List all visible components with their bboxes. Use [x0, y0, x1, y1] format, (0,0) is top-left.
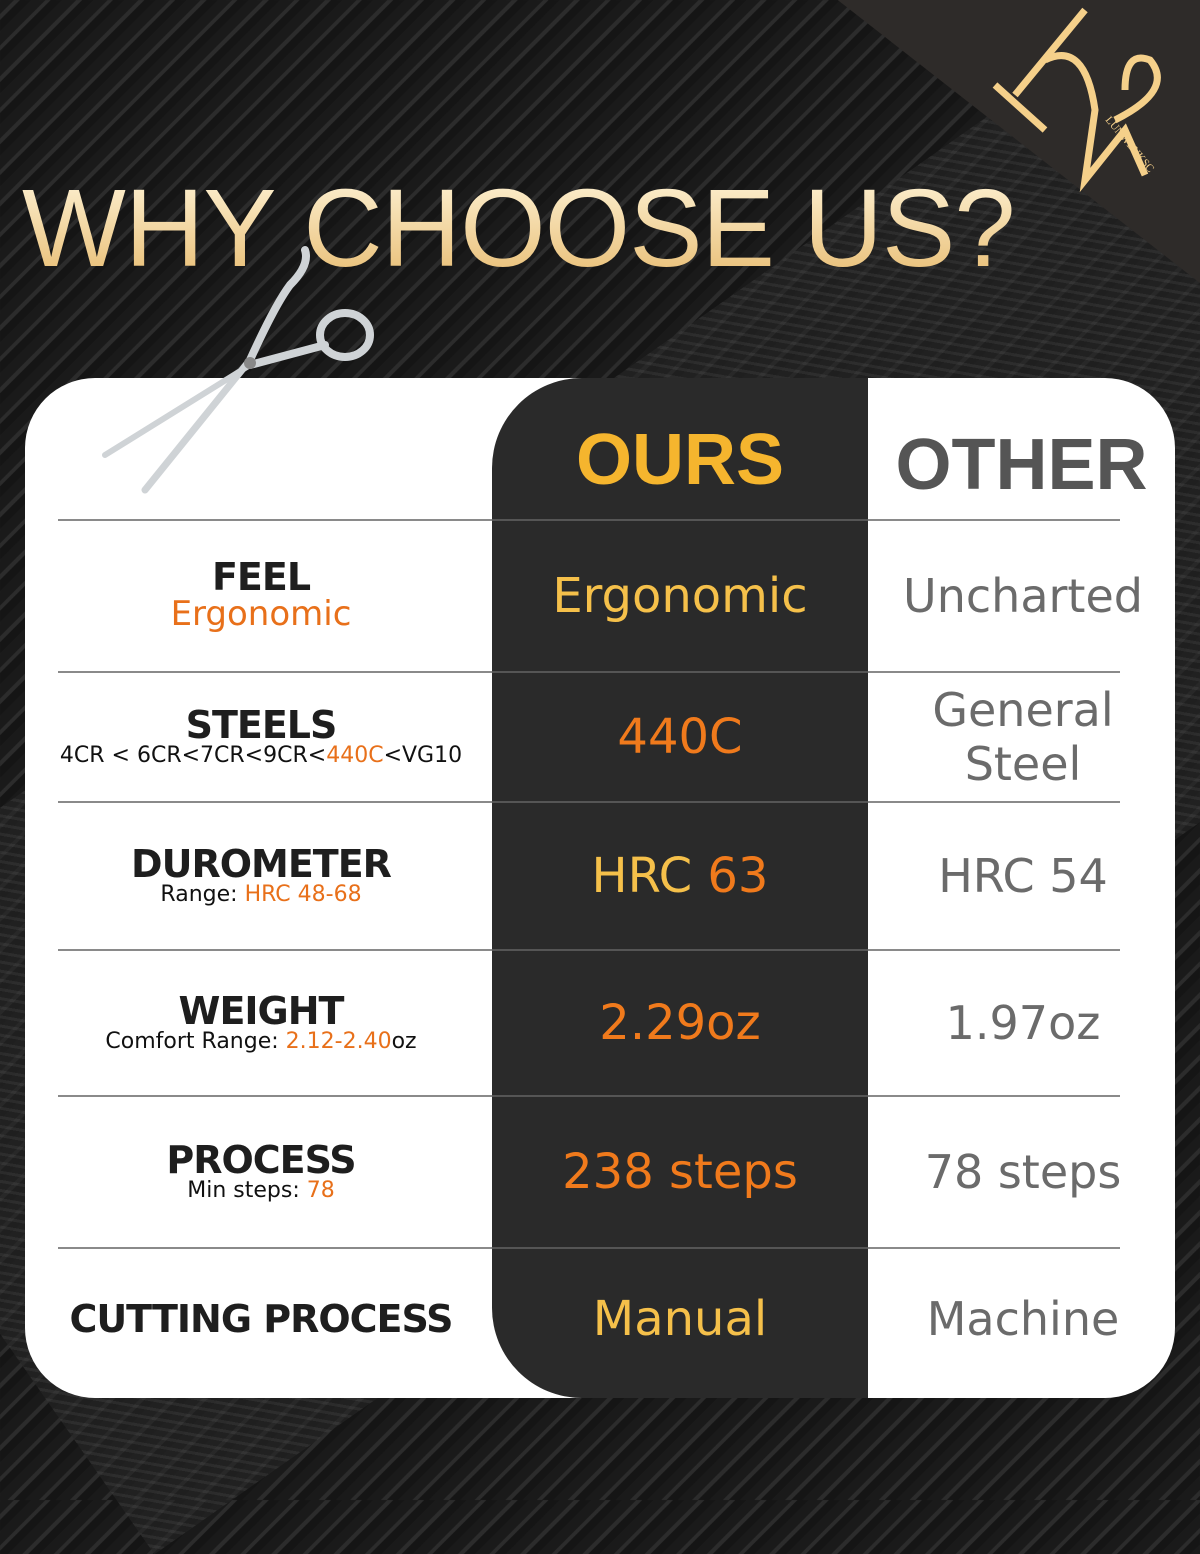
row-label: STEELS — [185, 702, 338, 747]
scissors-icon — [102, 246, 374, 494]
row-sublabel: 4CR < 6CR<7CR<9CR<440C<VG10 — [59, 742, 463, 768]
row-label-cell: FEEL Ergonomic — [30, 521, 492, 671]
row-label-cell: CUTTING PROCESS — [30, 1249, 492, 1389]
row-label: FEEL — [211, 555, 311, 600]
row-label: PROCESS — [166, 1137, 356, 1182]
ours-value: 440C — [617, 709, 743, 765]
page-title: WHY CHOOSE US? — [22, 167, 1015, 290]
row-sublabel: Min steps: 78 — [187, 1177, 335, 1203]
row-label-cell: PROCESS Min steps: 78 — [30, 1097, 492, 1247]
brand-logo: LUNWENKSC — [992, 7, 1161, 193]
row-label: DUROMETER — [131, 841, 392, 886]
row-sublabel: Ergonomic — [170, 594, 352, 635]
other-value: Machine — [926, 1292, 1120, 1346]
other-value: 78 steps — [924, 1145, 1122, 1199]
ours-value: HRC 63 — [591, 848, 769, 904]
ours-value: Manual — [592, 1291, 768, 1347]
ours-value: Ergonomic — [552, 568, 808, 624]
row-label: WEIGHT — [178, 988, 345, 1033]
other-value: HRC 54 — [938, 849, 1108, 903]
ours-value: 2.29oz — [599, 995, 761, 1051]
row-sublabel: Range: HRC 48-68 — [160, 881, 362, 907]
other-header: OTHER — [895, 425, 1148, 505]
row-label: CUTTING PROCESS — [69, 1297, 453, 1341]
ours-value: 238 steps — [562, 1144, 798, 1200]
row-label-cell: STEELS 4CR < 6CR<7CR<9CR<440C<VG10 — [30, 673, 492, 801]
other-value: Uncharted — [903, 569, 1143, 623]
row-label-cell: WEIGHT Comfort Range: 2.12-2.40oz — [30, 951, 492, 1095]
ours-column — [492, 378, 868, 1398]
row-sublabel: Comfort Range: 2.12-2.40oz — [105, 1028, 417, 1054]
ours-header: OURS — [575, 420, 785, 500]
other-value: 1.97oz — [945, 996, 1101, 1050]
other-value: General Steel — [932, 683, 1114, 791]
row-label-cell: DUROMETER Range: HRC 48-68 — [30, 803, 492, 949]
